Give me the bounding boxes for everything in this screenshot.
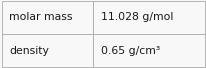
Bar: [93, 1, 204, 34]
Text: 0.65 g/cm³: 0.65 g/cm³: [100, 46, 159, 56]
Bar: [2, 1, 93, 34]
Bar: [93, 34, 204, 67]
Text: density: density: [9, 46, 49, 56]
Text: 11.028 g/mol: 11.028 g/mol: [100, 12, 172, 22]
Text: molar mass: molar mass: [9, 12, 73, 22]
Bar: [2, 34, 93, 67]
